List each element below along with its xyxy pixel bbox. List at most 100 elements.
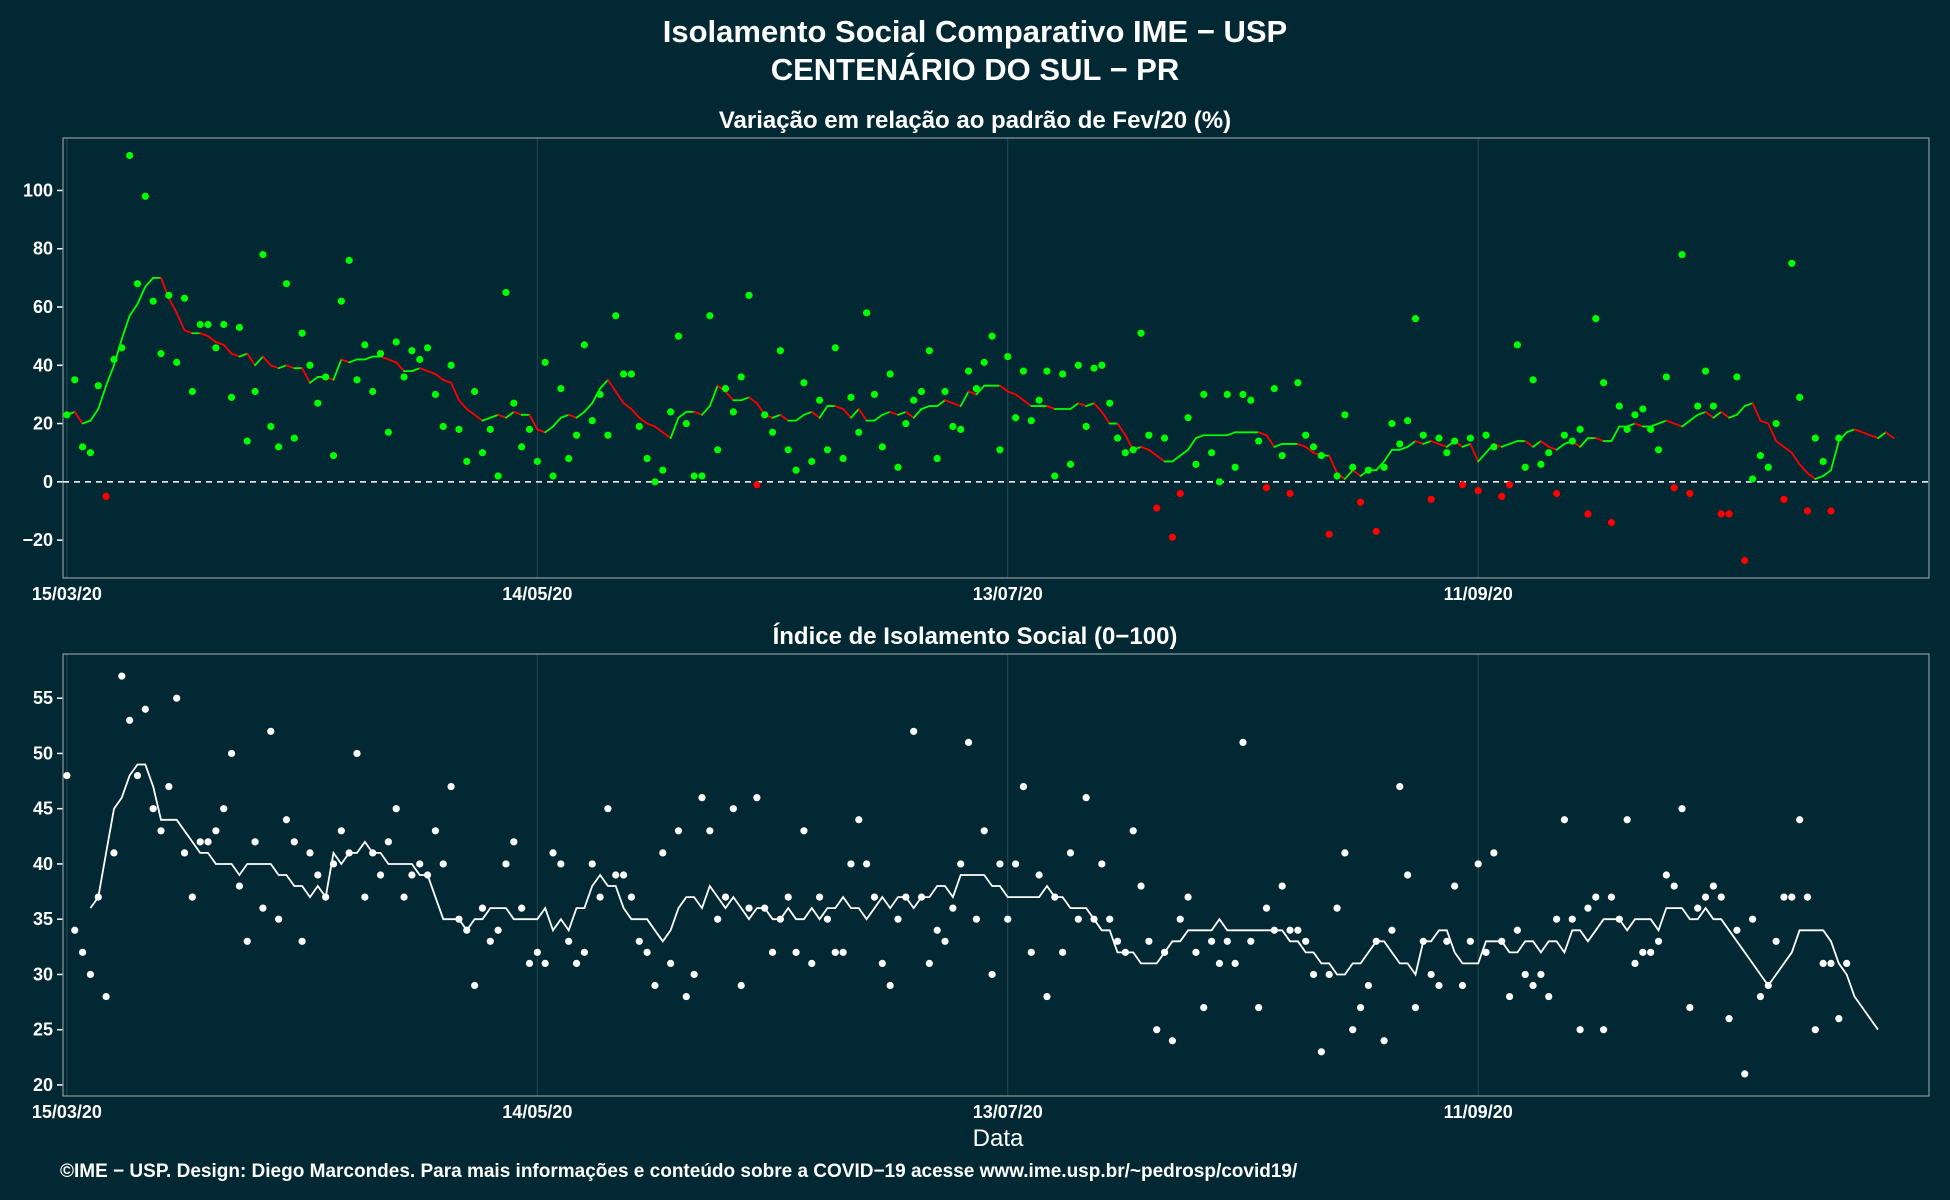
data-point bbox=[714, 446, 722, 454]
trend-line-segment bbox=[489, 413, 500, 419]
data-point bbox=[1560, 431, 1569, 439]
data-point bbox=[1678, 805, 1686, 813]
trend-line-segment bbox=[1688, 413, 1699, 422]
data-point bbox=[1153, 1026, 1161, 1034]
x-axis-label: Data bbox=[973, 1125, 1024, 1152]
data-point bbox=[1725, 510, 1733, 518]
data-point bbox=[1443, 937, 1451, 945]
trend-line-segment bbox=[458, 399, 468, 410]
data-point bbox=[251, 387, 259, 396]
trend-line-segment bbox=[246, 352, 256, 367]
data-point bbox=[1474, 860, 1482, 868]
trend-line-segment bbox=[1155, 454, 1166, 463]
trend-line-segment bbox=[1673, 422, 1683, 428]
plot-frame bbox=[62, 653, 1930, 1097]
data-point bbox=[1780, 495, 1788, 503]
data-point bbox=[674, 332, 683, 340]
trend-line-segment bbox=[724, 390, 735, 402]
data-point bbox=[1200, 390, 1208, 399]
trend-line-segment bbox=[1665, 419, 1676, 425]
data-point bbox=[557, 384, 565, 393]
plot-frame bbox=[62, 137, 1930, 579]
data-point bbox=[384, 838, 392, 846]
trend-line-segment bbox=[348, 358, 358, 364]
trend-line-segment bbox=[614, 390, 625, 405]
data-point bbox=[1074, 915, 1082, 923]
data-point bbox=[1012, 414, 1020, 422]
trend-line-segment bbox=[528, 413, 539, 431]
data-point bbox=[361, 893, 369, 901]
data-point bbox=[141, 192, 149, 200]
data-point bbox=[596, 390, 604, 399]
data-point bbox=[996, 860, 1004, 868]
trend-line-segment bbox=[395, 361, 405, 373]
data-point bbox=[1388, 419, 1396, 428]
data-point bbox=[1670, 484, 1678, 492]
data-point bbox=[1827, 507, 1835, 515]
x-tick-label: 11/09/20 bbox=[1444, 1102, 1513, 1122]
data-point bbox=[776, 915, 784, 923]
data-point bbox=[627, 893, 636, 901]
data-point bbox=[1380, 1037, 1388, 1045]
data-point bbox=[1552, 489, 1561, 498]
data-point bbox=[870, 893, 879, 901]
data-point bbox=[878, 959, 886, 968]
data-point bbox=[745, 291, 753, 299]
data-point bbox=[1639, 948, 1647, 956]
data-point bbox=[894, 915, 902, 923]
data-point bbox=[1270, 384, 1278, 393]
data-point bbox=[1302, 937, 1310, 945]
trend-line-segment bbox=[654, 425, 664, 434]
data-point bbox=[753, 481, 761, 489]
data-point bbox=[729, 408, 737, 416]
data-point bbox=[1231, 959, 1239, 968]
data-point bbox=[886, 370, 894, 378]
data-point bbox=[635, 937, 643, 945]
data-point bbox=[714, 915, 722, 923]
data-point bbox=[886, 981, 894, 990]
trend-line-segment bbox=[1328, 454, 1338, 474]
data-point bbox=[1443, 449, 1451, 457]
y-tick-label: 45 bbox=[33, 799, 53, 819]
data-point bbox=[604, 431, 612, 439]
data-point bbox=[227, 749, 236, 758]
data-point bbox=[659, 466, 667, 474]
data-point bbox=[863, 860, 871, 868]
trend-line-segment bbox=[559, 413, 570, 419]
data-point bbox=[306, 849, 314, 857]
trend-line-segment bbox=[1884, 431, 1895, 440]
x-tick-label: 13/07/20 bbox=[973, 1102, 1043, 1122]
trend-line-segment bbox=[1712, 411, 1723, 419]
data-point bbox=[1709, 402, 1717, 410]
data-point bbox=[1113, 434, 1122, 442]
trend-line-segment bbox=[120, 314, 131, 340]
data-point bbox=[1082, 422, 1090, 431]
data-point bbox=[416, 860, 424, 868]
data-point bbox=[690, 472, 698, 480]
data-point bbox=[549, 472, 557, 480]
data-point bbox=[941, 937, 949, 945]
trend-line-segment bbox=[144, 276, 155, 288]
data-point bbox=[596, 893, 604, 901]
data-point bbox=[1490, 849, 1498, 857]
data-point bbox=[941, 387, 949, 396]
trend-line-segment bbox=[1069, 402, 1080, 410]
data-point bbox=[1129, 827, 1137, 835]
trend-line-segment bbox=[1532, 440, 1542, 448]
trend-line-segment bbox=[167, 297, 178, 314]
data-point bbox=[580, 948, 588, 956]
trend-line-segment bbox=[136, 285, 147, 305]
trend-line-segment bbox=[1296, 443, 1307, 448]
data-point bbox=[557, 860, 565, 868]
data-point bbox=[1012, 860, 1020, 868]
x-tick-label: 15/03/20 bbox=[32, 1102, 102, 1122]
data-point bbox=[1819, 457, 1827, 466]
data-point bbox=[808, 959, 816, 968]
data-point bbox=[94, 382, 102, 390]
data-point bbox=[549, 849, 557, 857]
trend-line-segment bbox=[575, 411, 586, 419]
data-point bbox=[1004, 352, 1012, 361]
data-point bbox=[518, 443, 526, 451]
trend-line-segment bbox=[1438, 443, 1448, 448]
data-point bbox=[1098, 361, 1106, 369]
